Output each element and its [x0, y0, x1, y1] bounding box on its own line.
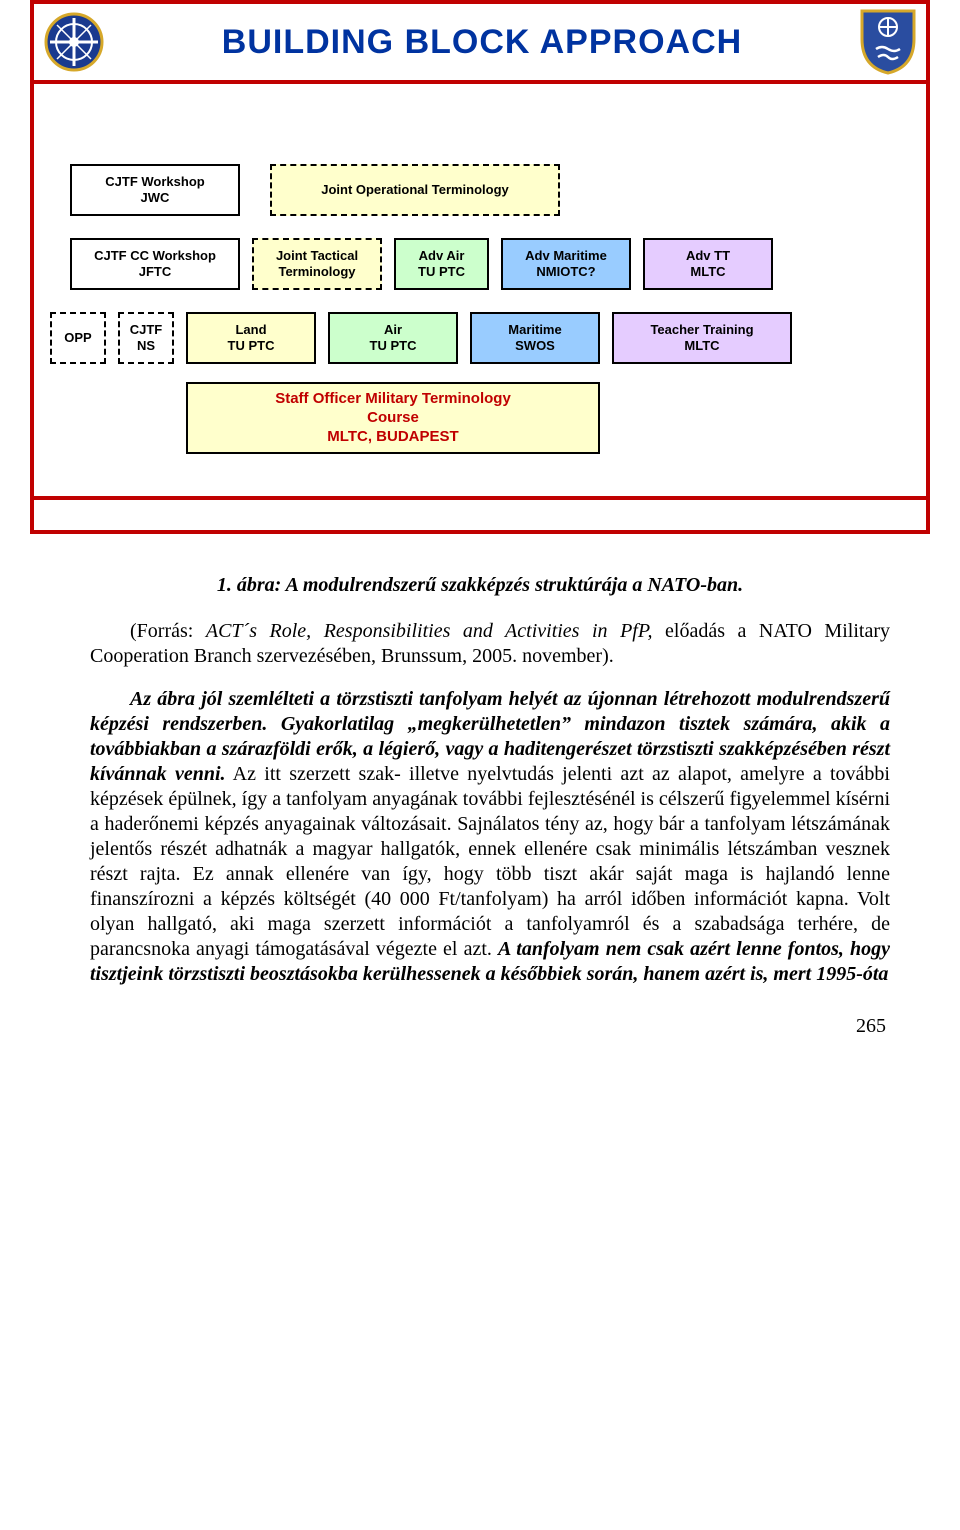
- box-joint-operational-terminology: Joint Operational Terminology: [270, 164, 560, 216]
- box-line: Terminology: [278, 264, 355, 280]
- shield-logo-icon: [860, 9, 916, 75]
- body-paragraph: Az ábra jól szemlélteti a törzstiszti ta…: [90, 687, 890, 987]
- page: BUILDING BLOCK APPROACH CJTF Workshop JW…: [0, 0, 960, 1078]
- box-line: Land: [235, 322, 266, 338]
- diagram-title: BUILDING BLOCK APPROACH: [104, 23, 860, 62]
- mid-column-top: Land TU PTC Air TU PTC Maritime SWOS: [186, 312, 600, 364]
- box-line: JFTC: [139, 264, 172, 280]
- box-line: Course: [367, 409, 419, 428]
- diagram-footer-rule: [34, 496, 926, 530]
- box-line: NS: [137, 338, 155, 354]
- text: Az itt szerzett szak- illetve nyelvtudás…: [90, 763, 890, 960]
- source-paragraph: (Forrás: ACT´s Role, Responsibilities an…: [90, 619, 890, 669]
- nato-act-logo-icon: [44, 12, 104, 72]
- mid-column: Land TU PTC Air TU PTC Maritime SWOS: [186, 312, 600, 454]
- box-line: Adv Air: [419, 248, 465, 264]
- box-line: TU PTC: [418, 264, 465, 280]
- box-line: Teacher Training: [650, 322, 753, 338]
- figure-caption: 1. ábra: A modulrendszerű szakképzés str…: [90, 574, 870, 597]
- box-line: Adv TT: [686, 248, 730, 264]
- box-adv-maritime: Adv Maritime NMIOTC?: [501, 238, 631, 290]
- box-teacher-training: Teacher Training MLTC: [612, 312, 792, 364]
- box-line: CJTF CC Workshop: [94, 248, 216, 264]
- box-line: TU PTC: [228, 338, 275, 354]
- box-staff-officer-course: Staff Officer Military Terminology Cours…: [186, 382, 600, 454]
- box-line: Adv Maritime: [525, 248, 607, 264]
- diagram-frame: BUILDING BLOCK APPROACH CJTF Workshop JW…: [30, 0, 930, 534]
- box-maritime: Maritime SWOS: [470, 312, 600, 364]
- box-line: Joint Tactical: [276, 248, 358, 264]
- box-adv-tt: Adv TT MLTC: [643, 238, 773, 290]
- box-line: SWOS: [515, 338, 555, 354]
- box-line: MLTC, BUDAPEST: [327, 428, 458, 447]
- box-line: Joint Operational Terminology: [321, 182, 509, 198]
- diagram-row-1: CJTF Workshop JWC Joint Operational Term…: [50, 164, 910, 216]
- text: (Forrás:: [130, 620, 206, 642]
- page-number: 265: [30, 1015, 886, 1038]
- box-cjtf-workshop-jwc: CJTF Workshop JWC: [70, 164, 240, 216]
- box-opp: OPP: [50, 312, 106, 364]
- box-adv-air: Adv Air TU PTC: [394, 238, 489, 290]
- diagram-body: CJTF Workshop JWC Joint Operational Term…: [34, 84, 926, 496]
- text-italic: ACT´s Role, Responsibilities and Activit…: [206, 620, 653, 642]
- box-cjtf-ns: CJTF NS: [118, 312, 174, 364]
- diagram-header: BUILDING BLOCK APPROACH: [34, 4, 926, 84]
- box-line: NMIOTC?: [536, 264, 595, 280]
- box-joint-tactical-terminology: Joint Tactical Terminology: [252, 238, 382, 290]
- box-line: CJTF: [130, 322, 163, 338]
- box-line: CJTF Workshop: [105, 174, 204, 190]
- box-land: Land TU PTC: [186, 312, 316, 364]
- box-line: JWC: [141, 190, 170, 206]
- box-line: MLTC: [690, 264, 725, 280]
- box-line: Air: [384, 322, 402, 338]
- box-air: Air TU PTC: [328, 312, 458, 364]
- box-line: Staff Officer Military Terminology: [275, 390, 511, 409]
- diagram-row-3: OPP CJTF NS Land TU PTC Air TU PTC: [50, 312, 910, 454]
- box-line: Maritime: [508, 322, 561, 338]
- diagram-row-2: CJTF CC Workshop JFTC Joint Tactical Ter…: [50, 238, 910, 290]
- box-line: MLTC: [684, 338, 719, 354]
- box-line: OPP: [64, 330, 91, 346]
- box-line: TU PTC: [370, 338, 417, 354]
- box-cjtf-cc-workshop-jftc: CJTF CC Workshop JFTC: [70, 238, 240, 290]
